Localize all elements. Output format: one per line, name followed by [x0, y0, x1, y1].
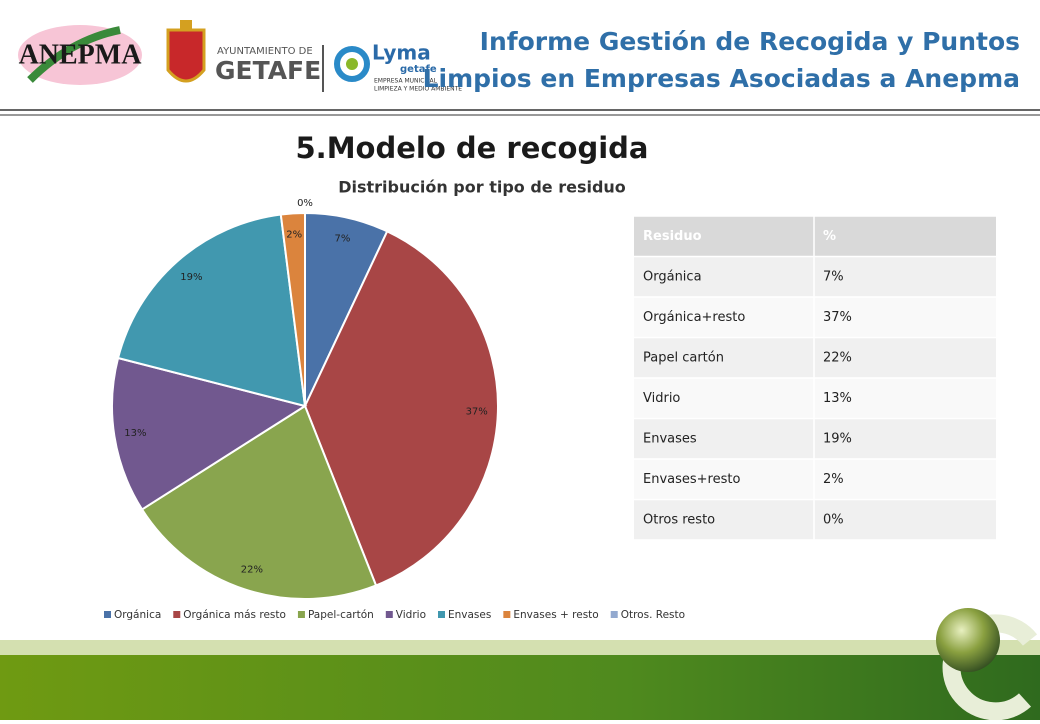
table-cell: 19%: [823, 431, 852, 446]
legend-label: Otros. Resto: [621, 609, 685, 621]
logo-getafe: AYUNTAMIENTO DE GETAFE Lyma getafe EMPRE…: [166, 20, 462, 93]
table-row: [634, 297, 996, 338]
header-title: Limpios en Empresas Asociadas a Anepma: [423, 64, 1020, 93]
data-label: 2%: [286, 230, 302, 241]
pie-slice: [303, 230, 499, 587]
legend-swatch: [297, 611, 305, 618]
pie-slice: [111, 356, 308, 511]
table-cell: Vidrio: [643, 391, 680, 406]
table-cell: Envases+resto: [643, 472, 740, 487]
legend-label: Orgánica más resto: [183, 609, 286, 621]
legend-swatch: [104, 611, 111, 618]
globe: [936, 608, 1000, 672]
legend-label: Envases + resto: [513, 609, 598, 621]
pie-slice: [140, 404, 378, 600]
table-row: [634, 378, 996, 419]
header-title: Informe Gestión de Recogida y Puntos: [480, 27, 1020, 56]
table-cell: 22%: [823, 350, 852, 365]
table-cell: 0%: [823, 512, 844, 527]
section-title: 5.Modelo de recogida: [296, 131, 649, 165]
table-cell: 13%: [823, 391, 852, 406]
legend-swatch: [385, 611, 393, 618]
legend-swatch: [173, 611, 181, 618]
table-header: [634, 216, 996, 257]
table-cell: Envases: [643, 431, 697, 446]
table-cell: Otros resto: [643, 512, 715, 527]
logo-text: AYUNTAMIENTO DE: [217, 46, 313, 57]
table-cell: 7%: [823, 269, 844, 284]
legend-label: Envases: [448, 609, 491, 621]
logo-text: getafe: [400, 64, 437, 75]
column-header: Residuo: [643, 229, 702, 244]
legend-label: Vidrio: [396, 609, 426, 621]
legend-label: Orgánica: [114, 609, 161, 621]
logo-anepma: ANEPMA: [18, 25, 142, 85]
logo-text: LIMPIEZA Y MEDIO AMBIENTE: [374, 86, 462, 93]
legend: Orgánica Orgánica más resto Papel-cartón Vi…: [104, 609, 685, 621]
data-label: 13%: [124, 428, 146, 439]
table-cell: Papel cartón: [643, 350, 724, 365]
table-cell: 2%: [823, 472, 844, 487]
data-label: 22%: [241, 564, 263, 575]
chart-title: Distribución por tipo de residuo: [338, 178, 626, 197]
data-label: 7%: [335, 233, 351, 244]
column-header: %: [823, 229, 836, 244]
legend-swatch: [503, 611, 511, 618]
footer-bar: [0, 655, 1040, 720]
pie: 7% 37% 22% 13% 19% 2% 0%: [111, 198, 499, 600]
table-row: [634, 256, 996, 297]
table-row: [634, 337, 996, 378]
logo-text: GETAFE: [215, 56, 321, 85]
legend-label: Papel-cartón: [308, 609, 374, 621]
data-label: 19%: [180, 272, 202, 283]
data-label: 0%: [297, 198, 313, 209]
table-cell: Orgánica: [643, 269, 702, 284]
table-row: [634, 418, 996, 459]
table: Residuo % Orgánica 7% Orgánica+resto 37% Papel…: [634, 215, 996, 541]
table-row: [634, 499, 996, 540]
logo-text: EMPRESA MUNICIPAL: [374, 78, 438, 85]
data-label: 37%: [466, 406, 488, 417]
pie-slice: [116, 213, 307, 408]
table-cell: 37%: [823, 310, 852, 325]
footer-strip: [0, 640, 1040, 656]
logo-text: ANEPMA: [19, 39, 143, 70]
table-row: [634, 459, 996, 500]
logo-text: Lyma: [372, 41, 431, 65]
legend-swatch: [438, 611, 445, 618]
table-cell: Orgánica+resto: [643, 310, 745, 325]
legend-swatch: [610, 611, 618, 618]
